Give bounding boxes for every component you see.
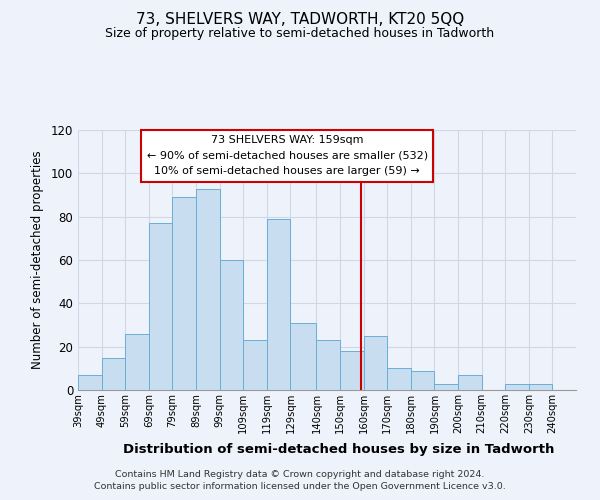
Bar (220, 260, 243, 390)
Bar (125, 334, 149, 390)
Bar (505, 384, 529, 390)
Bar (290, 323, 316, 390)
Bar (172, 197, 196, 390)
Bar (411, 370, 434, 390)
Bar (340, 351, 364, 390)
Bar (267, 219, 290, 390)
Bar (364, 336, 387, 390)
Bar (101, 358, 125, 390)
Bar (243, 340, 267, 390)
Text: Distribution of semi-detached houses by size in Tadworth: Distribution of semi-detached houses by … (124, 442, 554, 456)
Bar (458, 375, 482, 390)
Bar (434, 384, 458, 390)
Bar (316, 340, 340, 390)
Text: 73, SHELVERS WAY, TADWORTH, KT20 5QQ: 73, SHELVERS WAY, TADWORTH, KT20 5QQ (136, 12, 464, 28)
Text: 73 SHELVERS WAY: 159sqm
← 90% of semi-detached houses are smaller (532)
10% of s: 73 SHELVERS WAY: 159sqm ← 90% of semi-de… (146, 135, 428, 176)
Text: Size of property relative to semi-detached houses in Tadworth: Size of property relative to semi-detach… (106, 28, 494, 40)
Bar (196, 188, 220, 390)
Bar (78, 375, 101, 390)
Bar (149, 223, 172, 390)
Text: Contains public sector information licensed under the Open Government Licence v3: Contains public sector information licen… (94, 482, 506, 491)
Y-axis label: Number of semi-detached properties: Number of semi-detached properties (31, 150, 44, 370)
Bar (387, 368, 411, 390)
Bar (529, 384, 553, 390)
Text: Contains HM Land Registry data © Crown copyright and database right 2024.: Contains HM Land Registry data © Crown c… (115, 470, 485, 479)
